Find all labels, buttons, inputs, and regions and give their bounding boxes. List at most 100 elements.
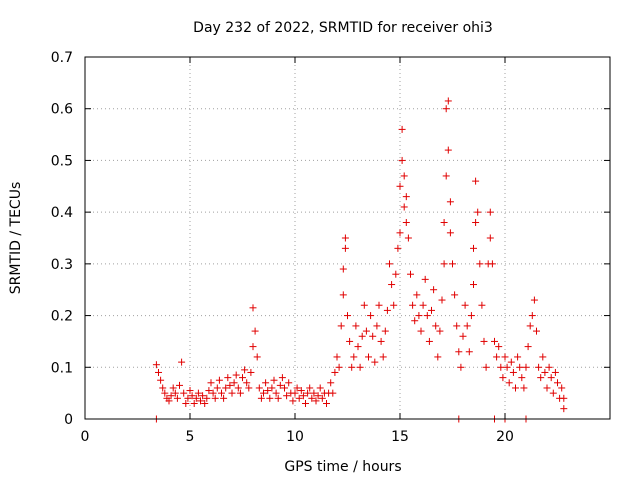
data-point (167, 392, 175, 400)
data-point (215, 376, 223, 384)
data-point (247, 368, 255, 376)
x-axis-label: GPS time / hours (284, 459, 401, 475)
data-point (234, 384, 242, 392)
data-point (383, 306, 391, 314)
data-point (152, 361, 160, 369)
data-point (459, 332, 467, 340)
data-point (434, 353, 442, 361)
data-point (480, 337, 488, 345)
y-tick-label: 0.7 (51, 50, 73, 66)
data-point (415, 312, 423, 320)
data-point (281, 384, 288, 392)
data-point (497, 363, 505, 371)
data-point (176, 381, 183, 389)
data-point (470, 244, 477, 252)
y-tick-label: 0.2 (51, 309, 73, 325)
data-point (302, 399, 309, 407)
data-point (442, 172, 450, 180)
data-point (199, 392, 207, 400)
data-point (197, 397, 204, 405)
data-point (291, 389, 299, 397)
data-point (530, 296, 538, 304)
data-point (306, 384, 314, 392)
data-point (524, 343, 532, 351)
data-point (323, 399, 330, 407)
data-point (419, 301, 427, 309)
y-axis-label: SRMTID / TECUs (8, 182, 24, 295)
data-point (417, 327, 425, 335)
x-tick-label: 0 (81, 429, 90, 445)
data-points (152, 97, 568, 423)
data-point (257, 394, 265, 402)
data-point (528, 312, 536, 320)
data-point (428, 306, 435, 314)
data-point (398, 156, 406, 164)
data-point (486, 208, 494, 216)
data-point (245, 384, 253, 392)
y-tick-label: 0.1 (51, 360, 73, 376)
data-point (188, 392, 196, 400)
data-point (367, 312, 375, 320)
data-point (388, 281, 396, 289)
data-point (467, 312, 475, 320)
data-point (243, 379, 251, 387)
data-point (501, 353, 509, 361)
data-point (236, 389, 244, 397)
data-point (249, 343, 257, 351)
data-point (241, 366, 249, 374)
data-point (438, 296, 446, 304)
data-point (488, 260, 496, 268)
data-point (358, 332, 366, 340)
data-point (346, 337, 354, 345)
data-point (503, 363, 511, 371)
data-point (339, 291, 347, 299)
data-point (341, 244, 349, 252)
data-point (396, 229, 404, 237)
data-point (262, 379, 270, 387)
data-point (348, 363, 356, 371)
data-point (549, 389, 557, 397)
data-point (377, 337, 385, 345)
data-point (201, 399, 209, 407)
y-tick-label: 0.4 (51, 205, 73, 221)
data-point (327, 379, 335, 387)
data-point (423, 312, 431, 320)
data-point (360, 301, 368, 309)
data-point (205, 387, 213, 395)
data-point (344, 312, 351, 320)
data-point (514, 353, 522, 361)
data-point (239, 374, 246, 382)
data-point (505, 379, 513, 387)
data-point (409, 301, 417, 309)
x-tick-label: 20 (496, 429, 514, 445)
data-point (337, 322, 345, 330)
data-point (558, 384, 566, 392)
data-point (165, 397, 173, 405)
data-point (381, 327, 389, 335)
data-point (293, 384, 301, 392)
data-point (228, 389, 236, 397)
data-point (539, 353, 547, 361)
data-point (470, 281, 477, 289)
data-point (451, 291, 459, 299)
data-point (482, 363, 490, 371)
data-point (495, 343, 503, 351)
data-point (379, 353, 387, 361)
data-point (285, 379, 293, 387)
data-point (186, 387, 194, 395)
data-point (161, 389, 169, 397)
data-point (362, 327, 370, 335)
x-tick-label: 15 (391, 429, 409, 445)
data-point (560, 394, 568, 402)
x-tick-label: 5 (186, 429, 195, 445)
data-point (398, 125, 406, 133)
data-point (335, 363, 343, 371)
data-point (499, 374, 507, 382)
data-point (551, 368, 559, 376)
data-point (436, 327, 444, 335)
data-point (203, 394, 211, 402)
data-point (268, 384, 276, 392)
data-point (295, 394, 303, 402)
data-point (316, 384, 324, 392)
